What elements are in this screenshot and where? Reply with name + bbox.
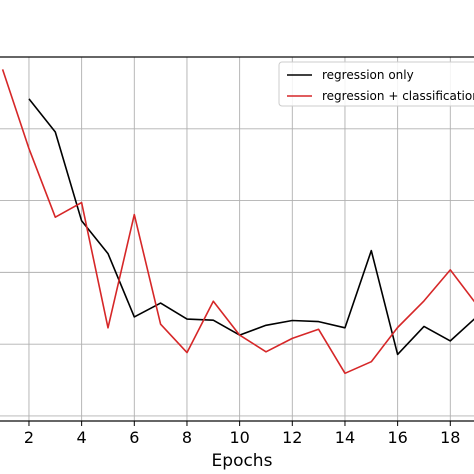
- legend-label-regression-only: regression only: [322, 68, 414, 82]
- x-tick-label: 16: [387, 428, 407, 447]
- x-tick-label: 12: [282, 428, 302, 447]
- grid-lines: [0, 57, 474, 421]
- x-tick-label: 4: [77, 428, 87, 447]
- x-tick-label: 2: [24, 428, 34, 447]
- x-tick-label: 18: [440, 428, 460, 447]
- x-tick-label: 14: [335, 428, 355, 447]
- x-axis-label: Epochs: [212, 451, 273, 471]
- x-axis-ticks: 2 4 6 8 10 12 14 16 18: [24, 421, 460, 447]
- series-line-0: [28, 98, 474, 356]
- plot-frame: [0, 56, 474, 422]
- legend-label-regression-classification: regression + classification: [322, 89, 474, 103]
- x-tick-label: 8: [182, 428, 192, 447]
- series-lines: [1, 69, 474, 375]
- legend: regression only regression + classificat…: [278, 61, 474, 107]
- legend-box: [278, 61, 474, 107]
- x-tick-label: 10: [229, 428, 249, 447]
- series-line-1: [1, 69, 474, 375]
- x-tick-label: 6: [129, 428, 139, 447]
